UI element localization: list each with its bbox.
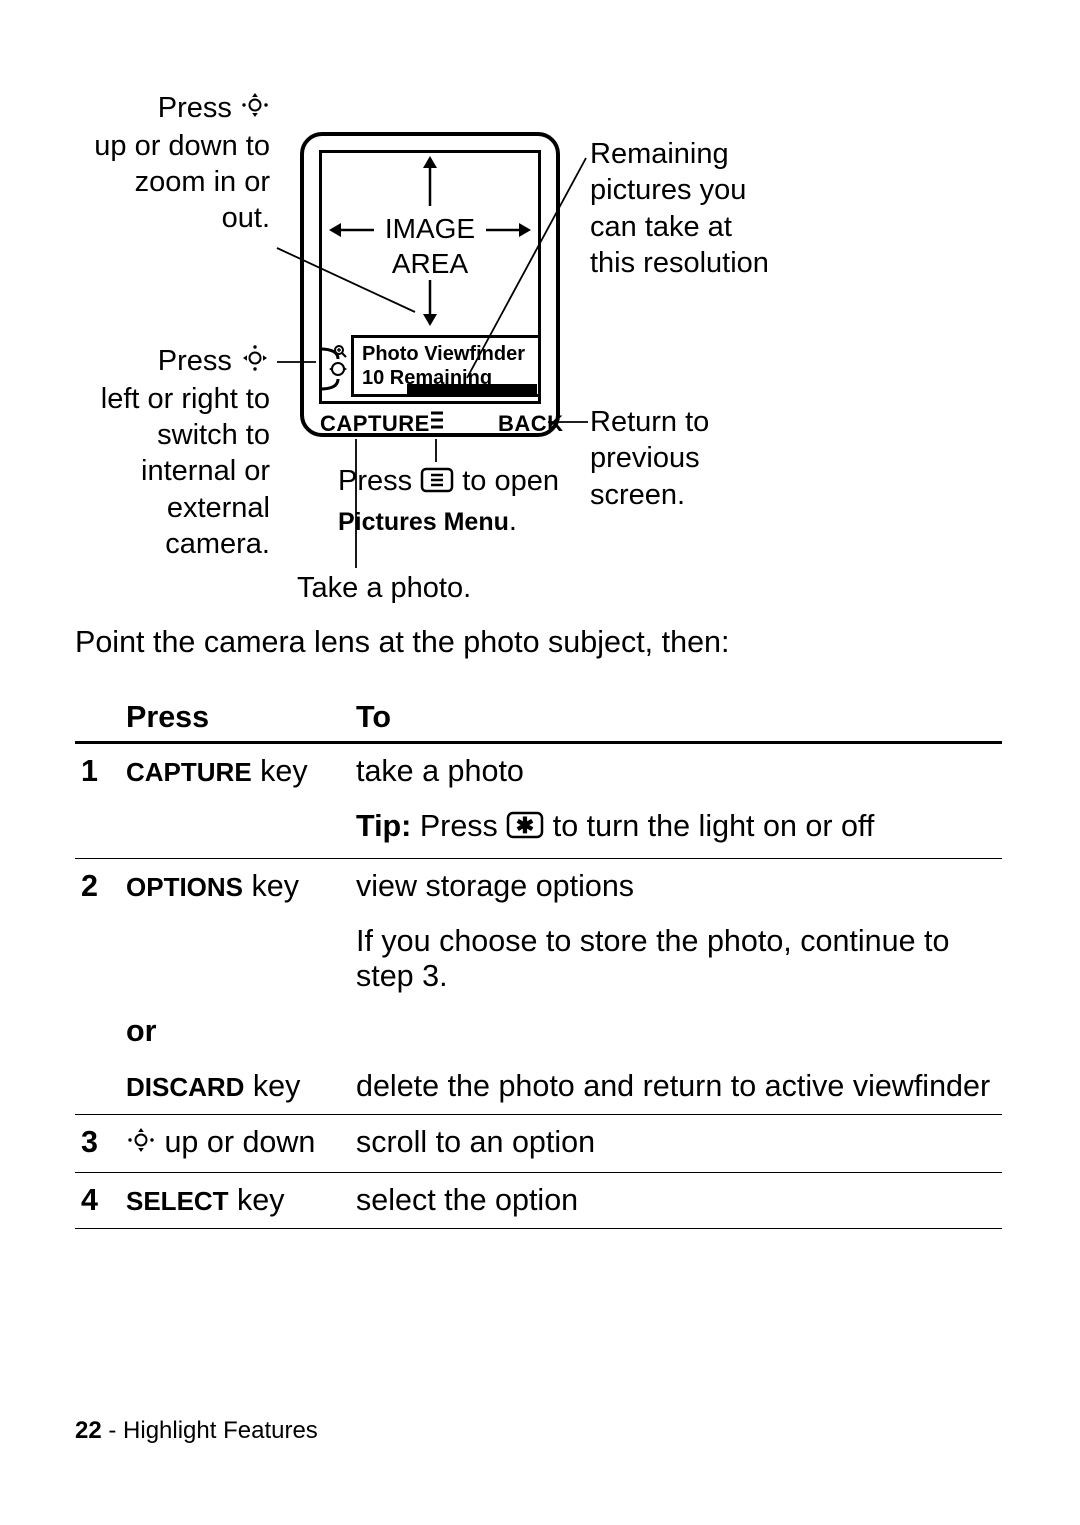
table-row: 2 OPTIONS key view storage options	[75, 859, 1002, 915]
footer-page-num: 22	[75, 1417, 102, 1444]
table-row: Tip: Press ✱ to turn the light on or off	[75, 799, 1002, 859]
discard-key-label: DISCARD	[126, 1072, 244, 1102]
key-suffix: key	[243, 869, 299, 903]
key-suffix: key	[229, 1183, 285, 1217]
key-suffix: key	[252, 754, 308, 788]
tip-post: to turn the light on or off	[544, 809, 874, 843]
hdr-press: Press	[120, 690, 350, 743]
tip-label: Tip:	[356, 809, 411, 843]
table-row: 3 up or down scroll to an option	[75, 1115, 1002, 1173]
key-suffix: up or down	[156, 1125, 315, 1159]
capture-key-label: CAPTURE	[126, 757, 252, 787]
table-row: DISCARD key delete the photo and return …	[75, 1059, 1002, 1115]
r3-to: scroll to an option	[350, 1115, 1002, 1173]
nav-icon	[126, 1126, 156, 1162]
star-key-icon: ✱	[506, 810, 544, 848]
camera-diagram: Press up or down to zoom in or out. Pres…	[0, 0, 1080, 620]
svg-text:✱: ✱	[516, 813, 534, 838]
key-suffix: key	[244, 1069, 300, 1103]
leader-lines	[0, 0, 1080, 620]
select-key-label: SELECT	[126, 1186, 229, 1216]
tip-pre: Press	[411, 809, 506, 843]
step-num: 4	[75, 1172, 120, 1228]
table-row: 1 CAPTURE key take a photo	[75, 743, 1002, 800]
table-header: Press To	[75, 690, 1002, 743]
table-row-or: or	[75, 1004, 1002, 1059]
options-key-label: OPTIONS	[126, 872, 243, 902]
page-footer: 22 - Highlight Features	[75, 1417, 318, 1445]
r2-to2: If you choose to store the photo, contin…	[350, 914, 1002, 1004]
footer-section: Highlight Features	[123, 1417, 318, 1444]
step-num: 2	[75, 859, 120, 915]
step-num: 1	[75, 743, 120, 800]
step-num: 3	[75, 1115, 120, 1173]
hdr-to: To	[350, 690, 1002, 743]
table-row: If you choose to store the photo, contin…	[75, 914, 1002, 1004]
r4-to: select the option	[350, 1172, 1002, 1228]
r2b-to: delete the photo and return to active vi…	[350, 1059, 1002, 1115]
steps-table: Press To 1 CAPTURE key take a photo Tip:…	[75, 690, 1002, 1229]
table-row: 4 SELECT key select the option	[75, 1172, 1002, 1228]
point-camera-text: Point the camera lens at the photo subje…	[75, 625, 1005, 660]
or-label: or	[120, 1004, 350, 1059]
r1-to: take a photo	[350, 743, 1002, 800]
footer-sep: -	[102, 1417, 123, 1444]
page: Press up or down to zoom in or out. Pres…	[0, 0, 1080, 1525]
r2-to: view storage options	[350, 859, 1002, 915]
